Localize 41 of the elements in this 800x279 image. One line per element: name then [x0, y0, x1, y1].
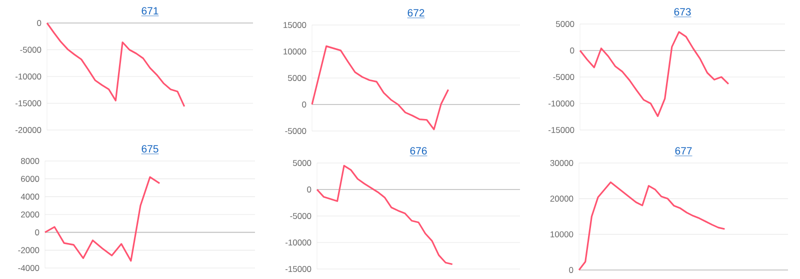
y-tick-label: 10000	[550, 231, 574, 238]
y-tick-label: 2000	[21, 212, 40, 218]
y-tick-label: 4000	[20, 194, 40, 200]
y-tick-label: -10000	[15, 74, 42, 80]
y-tick-label: -15000	[15, 100, 42, 106]
chart-title: 673	[674, 8, 691, 16]
chart-title: 676	[410, 147, 427, 155]
y-tick-label: 6000	[21, 176, 40, 182]
y-tick-label: -5000	[20, 46, 42, 53]
y-tick-label: -10000	[285, 240, 312, 246]
y-tick-label: 0	[307, 186, 312, 192]
y-tick-label: -5000	[285, 128, 306, 134]
y-tick-label: 8000	[21, 158, 40, 164]
y-tick-label: 10000	[284, 48, 306, 54]
chart-title: 677	[675, 147, 692, 155]
y-tick-label: -15000	[285, 266, 312, 272]
y-tick-label: 0	[35, 229, 40, 236]
chart-title: 671	[142, 7, 158, 15]
chart-title: 672	[408, 9, 424, 17]
line-series	[316, 164, 454, 266]
line-series	[46, 22, 186, 108]
y-tick-label: 15000	[284, 22, 306, 28]
y-tick-label: -10000	[548, 100, 574, 106]
y-tick-label: -15000	[548, 127, 574, 133]
y-tick-label: 0	[569, 267, 574, 273]
line-series	[579, 31, 730, 118]
y-tick-label: 0	[302, 102, 306, 108]
y-tick-label: 5000	[292, 160, 312, 166]
y-tick-label: 0	[570, 48, 574, 54]
y-tick-label: 5000	[556, 21, 574, 27]
y-tick-label: 0	[37, 20, 42, 26]
chart-title: 675	[142, 145, 158, 153]
y-tick-label: -5000	[553, 74, 574, 80]
y-tick-label: 20000	[550, 196, 574, 202]
y-tick-label: -2000	[18, 247, 40, 254]
y-tick-label: -5000	[290, 213, 312, 219]
y-tick-label: -20000	[15, 127, 42, 133]
y-tick-label: 30000	[550, 160, 574, 166]
y-tick-label: -4000	[18, 265, 40, 271]
y-tick-label: 5000	[288, 75, 306, 81]
line-series	[44, 176, 160, 262]
